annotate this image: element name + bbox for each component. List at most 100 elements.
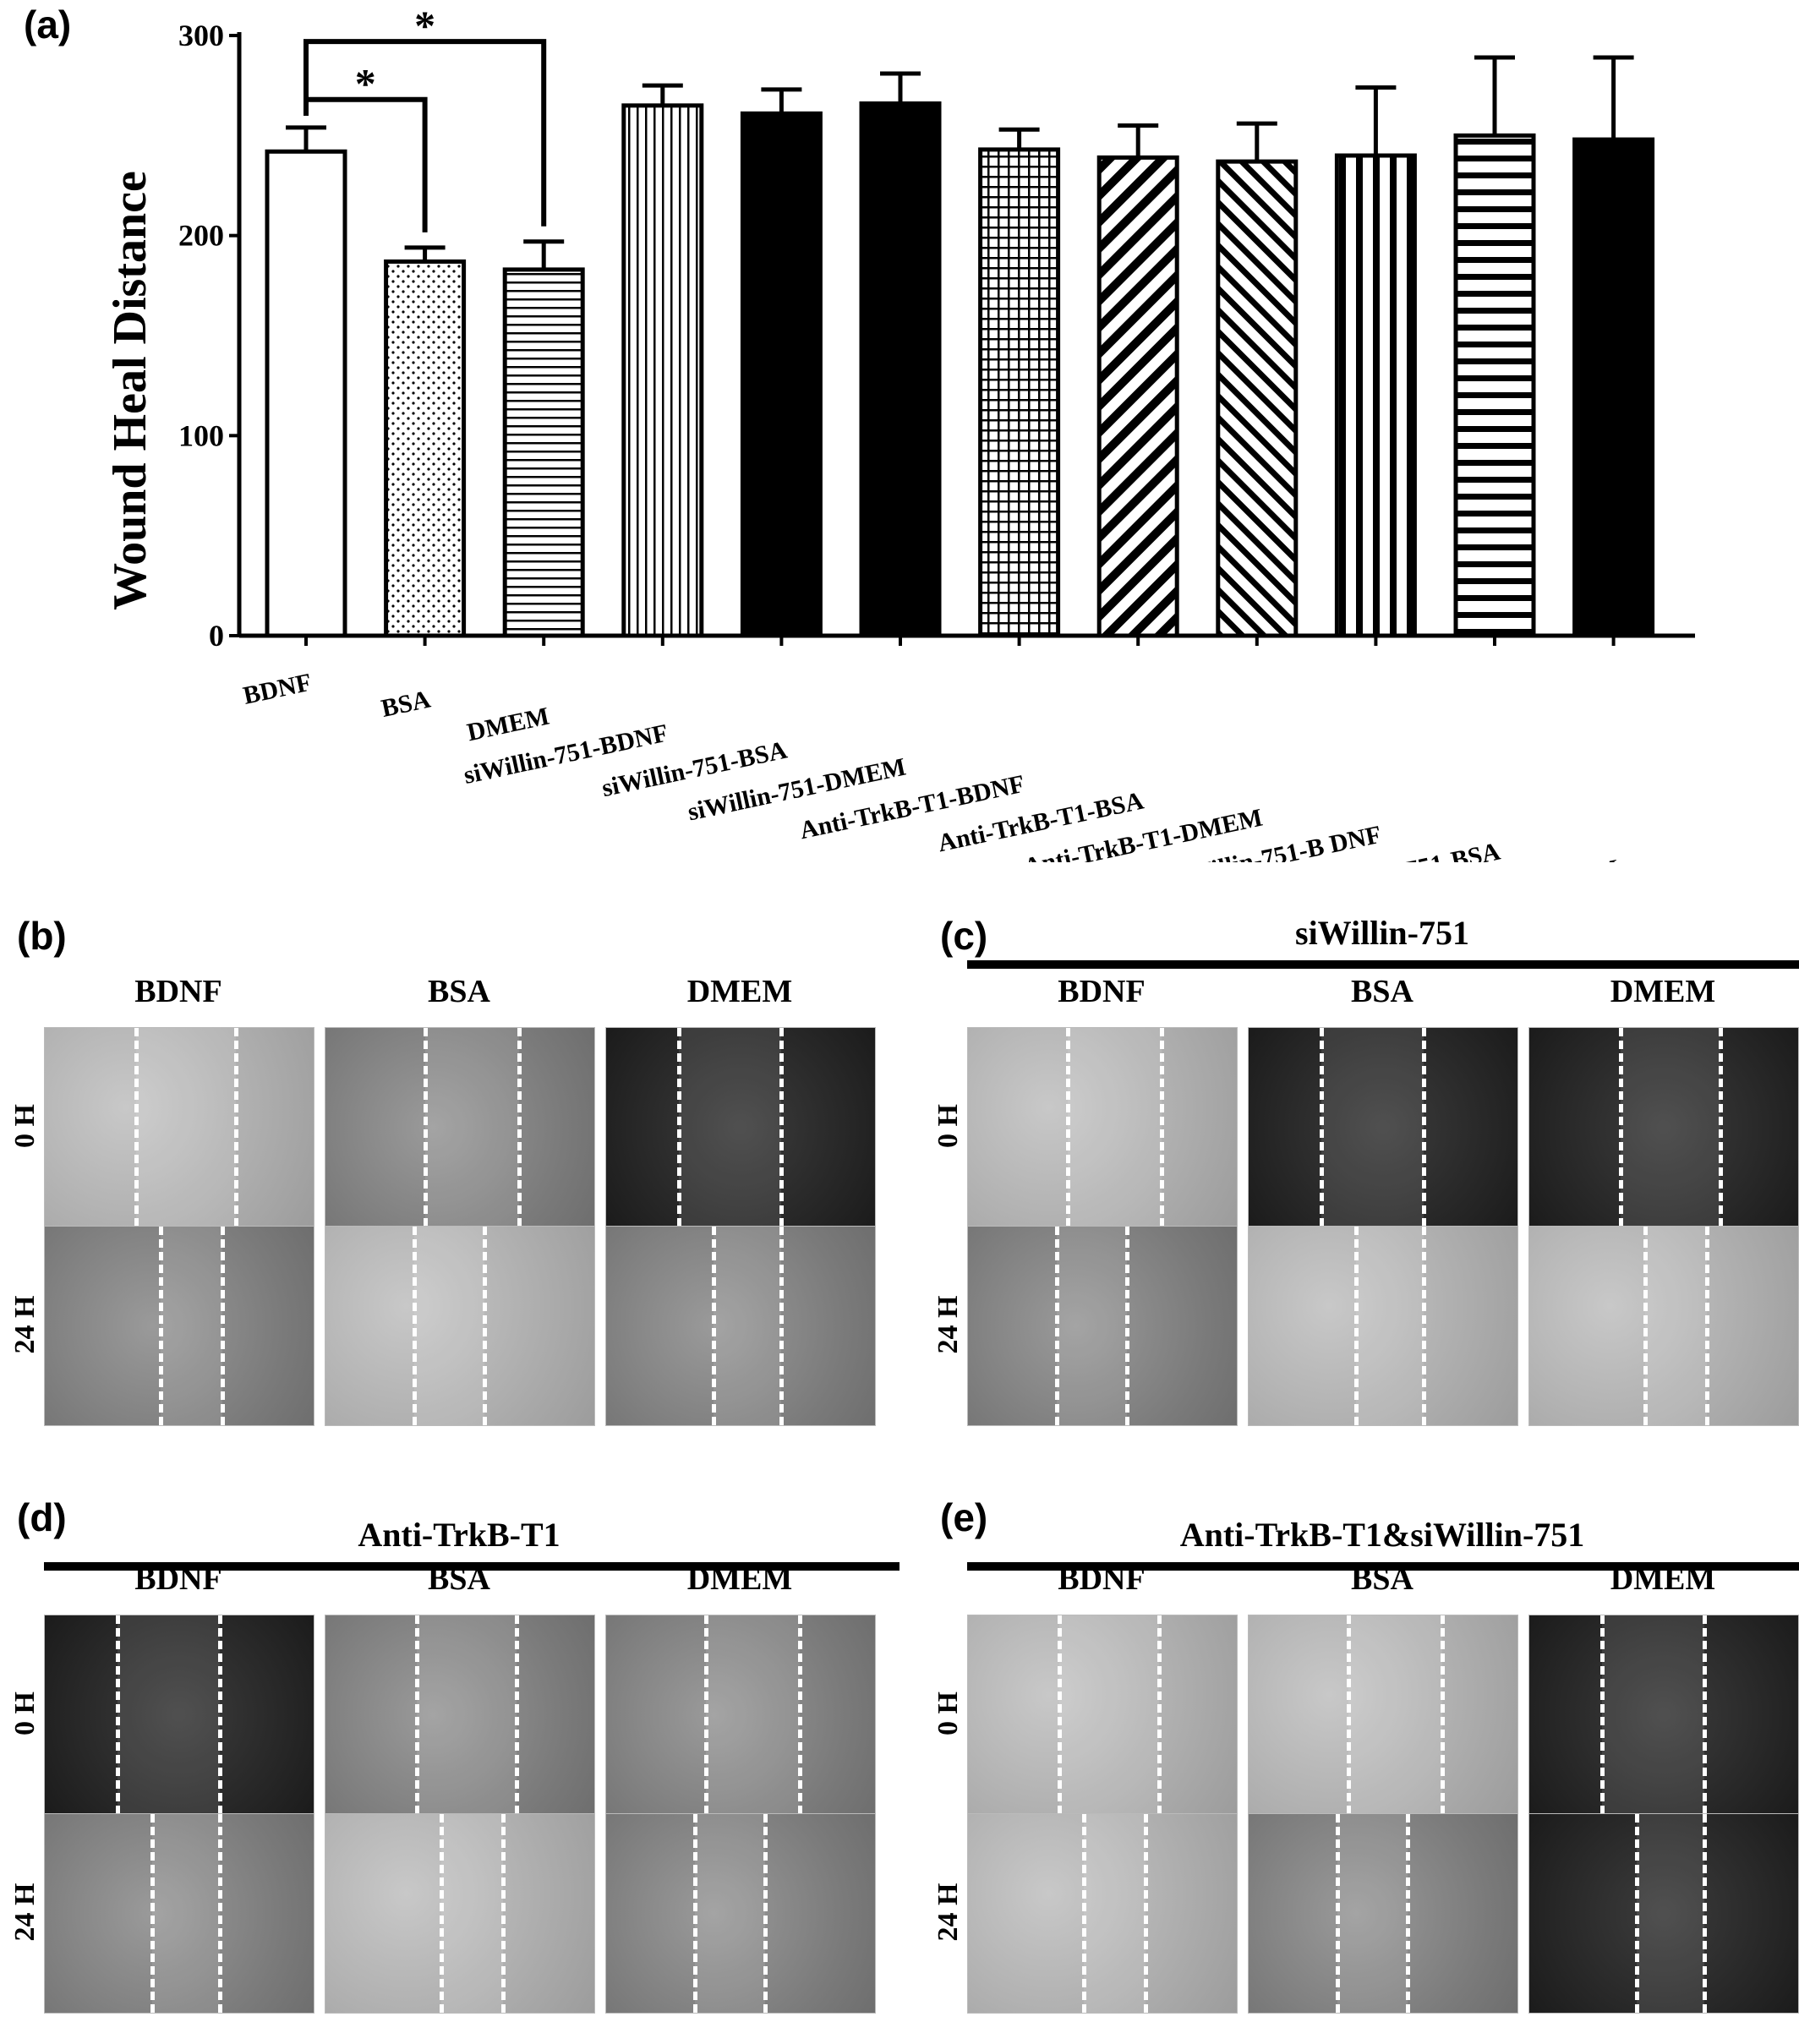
- x-tick-label: DMEM: [465, 702, 552, 747]
- micrograph-image: [1528, 1027, 1799, 1227]
- wound-gap: [1083, 1814, 1146, 2013]
- row-label: 0 H: [932, 1691, 964, 1735]
- y-tick-label: 200: [178, 219, 224, 253]
- wound-edge-line: [1643, 1227, 1648, 1425]
- wound-edge-line: [1702, 1814, 1707, 2013]
- wound-gap: [1059, 1615, 1159, 1814]
- wound-edge-line: [712, 1227, 717, 1425]
- wound-edge-line: [692, 1814, 697, 2013]
- column-header: DMEM: [686, 1561, 793, 1597]
- bar: [621, 103, 704, 638]
- group-label: Anti-TrkB-T1: [358, 1516, 560, 1554]
- wound-edge-line: [412, 1227, 417, 1425]
- wound-edge-line: [779, 1028, 784, 1227]
- micrograph-image: [967, 1615, 1238, 1815]
- wound-edge-line: [423, 1028, 428, 1227]
- significance-bracket: [303, 39, 547, 227]
- wound-edge-line: [115, 1615, 120, 1814]
- column-header: BDNF: [1058, 974, 1146, 1009]
- column-header: BSA: [1351, 1561, 1414, 1597]
- wound-gap: [678, 1028, 781, 1227]
- y-tick-label: 0: [209, 619, 224, 653]
- wound-edge-line: [482, 1227, 487, 1425]
- row-label: 24 H: [932, 1883, 964, 1941]
- wound-edge-line: [500, 1814, 506, 2013]
- micrograph-image: [967, 1813, 1238, 2014]
- bar: [265, 149, 347, 638]
- wound-gap: [417, 1615, 517, 1814]
- wound-edge-line: [763, 1814, 768, 2013]
- column-header: BSA: [1351, 974, 1414, 1009]
- wound-gap: [440, 1814, 503, 2013]
- wound-edge-line: [1421, 1227, 1426, 1425]
- wound-edge-line: [415, 1615, 420, 1814]
- micrograph-image: [1528, 1813, 1799, 2014]
- wound-gap: [1056, 1227, 1127, 1425]
- group-divider: [967, 960, 1799, 969]
- wound-edge-line: [233, 1028, 238, 1227]
- column-header: DMEM: [1610, 974, 1716, 1009]
- micrograph-image: [325, 1226, 595, 1426]
- wound-gap: [1321, 1028, 1424, 1227]
- panel-label-a: (a): [24, 3, 72, 46]
- wound-edge-line: [676, 1028, 681, 1227]
- row-label: 24 H: [9, 1883, 41, 1941]
- row-label: 24 H: [932, 1295, 964, 1353]
- wound-gap: [136, 1028, 236, 1227]
- wound-edge-line: [1405, 1814, 1410, 2013]
- wound-edge-line: [1159, 1028, 1164, 1227]
- wound-edge-line: [1065, 1028, 1070, 1227]
- column-header: DMEM: [1610, 1561, 1716, 1597]
- wound-edge-line: [150, 1814, 156, 2013]
- wound-gap: [1067, 1028, 1162, 1227]
- wound-gap: [1621, 1028, 1720, 1227]
- wound-edge-line: [1346, 1615, 1351, 1814]
- micrograph-image: [1248, 1615, 1518, 1815]
- micrograph-image: [967, 1027, 1238, 1227]
- wound-edge-line: [514, 1615, 519, 1814]
- column-header: BDNF: [1058, 1561, 1146, 1597]
- group-label: Anti-TrkB-T1&siWillin-751: [1179, 1516, 1585, 1554]
- panel-label: (b): [17, 914, 67, 958]
- wound-edge-line: [517, 1028, 522, 1227]
- micrograph-image: [605, 1027, 876, 1227]
- micrograph-image: [325, 1813, 595, 2014]
- bar: [384, 259, 467, 638]
- micrograph-image: [44, 1226, 314, 1426]
- panel-label: (e): [940, 1495, 988, 1539]
- panel-label: (d): [17, 1495, 67, 1539]
- wound-edge-line: [158, 1227, 163, 1425]
- wound-edge-line: [797, 1615, 802, 1814]
- bar: [502, 267, 585, 638]
- wound-edge-line: [1599, 1615, 1605, 1814]
- bar: [1453, 133, 1536, 638]
- wound-edge-line: [1718, 1028, 1723, 1227]
- wound-edge-line: [439, 1814, 444, 2013]
- micrograph-image: [1528, 1226, 1799, 1426]
- wound-edge-line: [217, 1615, 222, 1814]
- significance-star: *: [355, 60, 376, 107]
- x-tick-label: BDNF: [241, 669, 314, 710]
- column-header: BSA: [428, 974, 490, 1009]
- panel-label: (c): [940, 914, 988, 958]
- wound-edge-line: [1635, 1814, 1640, 2013]
- wound-gap: [1356, 1227, 1424, 1425]
- wound-edge-line: [1058, 1615, 1063, 1814]
- wound-gap: [1644, 1227, 1707, 1425]
- micrograph-image: [325, 1027, 595, 1227]
- micrograph-image: [44, 1615, 314, 1815]
- wound-edge-line: [134, 1028, 139, 1227]
- y-axis-label: Wound Heal Distance: [104, 171, 156, 610]
- column-header: BSA: [428, 1561, 490, 1597]
- wound-gap: [117, 1615, 220, 1814]
- bar: [1216, 159, 1299, 638]
- bar: [978, 147, 1061, 638]
- bar: [1572, 137, 1655, 638]
- wound-gap: [714, 1227, 781, 1425]
- micrograph-image: [605, 1226, 876, 1426]
- micrograph-image: [1248, 1027, 1518, 1227]
- wound-gap: [1601, 1615, 1704, 1814]
- wound-edge-line: [1156, 1615, 1162, 1814]
- wound-edge-line: [1081, 1814, 1086, 2013]
